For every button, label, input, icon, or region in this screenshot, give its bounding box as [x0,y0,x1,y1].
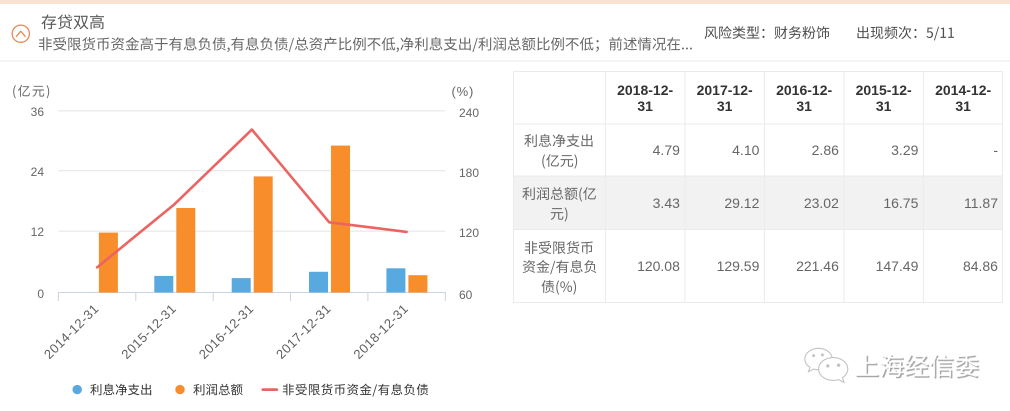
svg-text:2017-12-31: 2017-12-31 [273,301,334,362]
svg-text:2014-12-31: 2014-12-31 [41,301,102,362]
svg-text:2016-12-31: 2016-12-31 [196,301,257,362]
svg-text:2015-12-31: 2015-12-31 [118,301,179,362]
svg-text:2018-12-31: 2018-12-31 [350,301,411,362]
